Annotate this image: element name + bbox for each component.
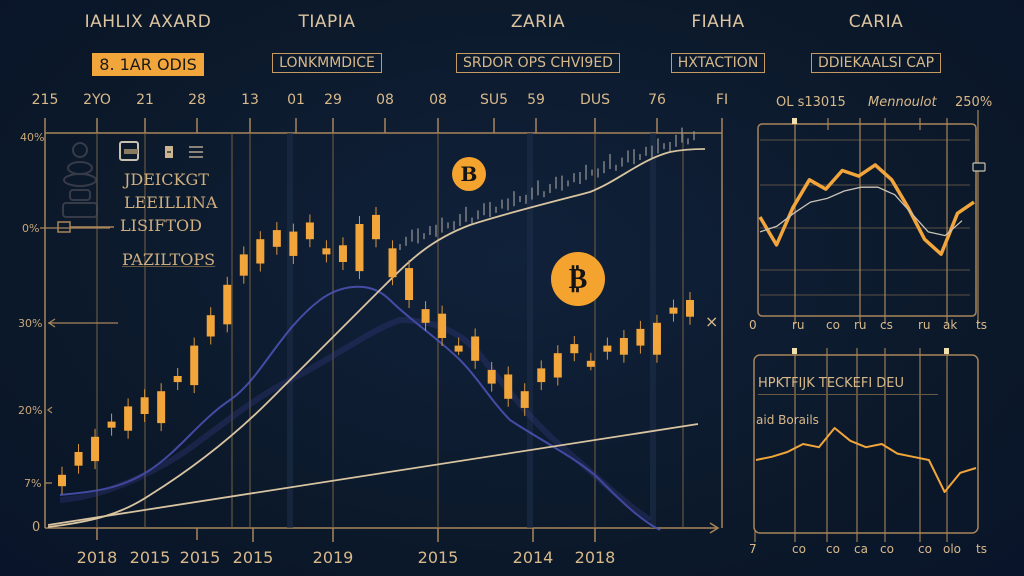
bottom-tick-label: 2015 xyxy=(129,548,171,567)
y-label-0: 0 xyxy=(32,520,41,535)
top-tick-label: 13 xyxy=(241,92,259,108)
right-bottom-x-tick: 7 xyxy=(749,542,757,556)
header-tab-button[interactable]: HXTACTION xyxy=(670,53,766,73)
right-panel-header-right: 250% xyxy=(955,95,993,110)
top-tick-label: 21 xyxy=(136,92,154,108)
right-top-x-tick: ru xyxy=(854,318,867,332)
bitcoin-coin-small-icon: B xyxy=(452,157,486,191)
frame-icon[interactable] xyxy=(118,140,140,162)
right-bottom-x-tick: co xyxy=(826,542,840,556)
y-label-20: 20% xyxy=(18,404,43,417)
top-tick-label: 59 xyxy=(527,92,545,108)
right-top-x-tick: 0 xyxy=(749,318,757,332)
right-top-x-tick: ru xyxy=(792,318,805,332)
header-tab-button[interactable]: 8. 1AR ODIS xyxy=(92,53,204,76)
top-tick-label: 29 xyxy=(324,92,342,108)
right-bottom-x-tick: co xyxy=(880,542,894,556)
right-top-chart[interactable] xyxy=(740,110,1024,340)
right-bottom-x-tick: ca xyxy=(854,542,868,556)
header-tab-3[interactable]: FIAHA HXTACTION xyxy=(633,12,803,73)
y-label-7: 7% xyxy=(24,477,42,490)
y-label-30: 30% xyxy=(18,317,43,330)
top-tick-label: 08 xyxy=(429,92,447,108)
tower-icon xyxy=(62,142,98,218)
header-tab-title: CARIA xyxy=(848,12,904,32)
bottom-tick-label: 2014 xyxy=(512,548,554,567)
right-top-x-tick: ts xyxy=(976,318,987,332)
header-tab-2[interactable]: ZARIA SRDOR OPS CHVI9ED xyxy=(453,12,623,73)
header-tab-4[interactable]: CARIA DDIEKAALSI CAP xyxy=(791,12,961,73)
top-tick-label: FI xyxy=(715,92,729,108)
bottom-tick-label: 2018 xyxy=(76,548,118,567)
menu-icon[interactable] xyxy=(188,145,204,159)
close-icon[interactable]: × xyxy=(705,312,719,331)
right-panel-bottom-title: HPKTFIJK TECKEFI DEU xyxy=(758,376,938,395)
sidebar-item-3[interactable]: PAZILTOPS xyxy=(122,250,216,269)
header-tab-title: IAHLIX AXARD xyxy=(84,12,212,32)
header-tab-button[interactable]: LONKMMDICE xyxy=(272,53,382,73)
right-bottom-chart[interactable] xyxy=(740,340,1024,576)
sidebar-item-0[interactable]: JDEICKGT xyxy=(124,170,209,189)
header-tab-title: TIAPIA xyxy=(298,12,356,32)
bottom-tick-label: 2018 xyxy=(574,548,616,567)
header-tab-button[interactable]: DDIEKAALSI CAP xyxy=(810,53,942,73)
right-top-x-tick: co xyxy=(826,318,840,332)
header-tab-button[interactable]: SRDOR OPS CHVI9ED xyxy=(456,53,620,73)
right-panel-header-mid: Mennoulot xyxy=(868,95,937,110)
top-tick-label: 215 xyxy=(31,92,59,108)
right-bottom-x-tick: ts xyxy=(976,542,987,556)
top-tick-label: 76 xyxy=(648,92,666,108)
sidebar-item-2[interactable]: LISIFTOD xyxy=(120,216,202,235)
right-bottom-x-tick: co xyxy=(792,542,806,556)
bottom-tick-label: 2015 xyxy=(417,548,459,567)
right-top-x-tick: ak xyxy=(943,318,958,332)
top-tick-label: 08 xyxy=(376,92,394,108)
badge-icon[interactable] xyxy=(164,145,174,159)
header-tab-0[interactable]: IAHLIX AXARD 8. 1AR ODIS xyxy=(63,12,233,76)
sidebar-item-1[interactable]: LEEILLINA xyxy=(124,193,218,212)
bottom-tick-label: 2019 xyxy=(312,548,354,567)
bitcoin-coin-large-icon: ₿ xyxy=(551,252,605,306)
bottom-tick-label: 2015 xyxy=(232,548,274,567)
top-tick-label: SU5 xyxy=(479,92,509,108)
right-panel-badge-icon xyxy=(972,162,986,172)
y-label-40: 40% xyxy=(20,131,45,144)
right-bottom-x-tick: co xyxy=(918,542,932,556)
right-panel-bottom-subtitle: aid Borails xyxy=(756,413,819,427)
right-bottom-x-tick: olo xyxy=(943,542,962,556)
right-top-x-tick: ru xyxy=(918,318,931,332)
header-tab-1[interactable]: TIAPIA LONKMMDICE xyxy=(242,12,412,73)
header-tab-title: ZARIA xyxy=(510,12,566,32)
bottom-tick-label: 2015 xyxy=(179,548,221,567)
header-tab-title: FIAHA xyxy=(691,12,745,32)
right-top-x-tick: cs xyxy=(880,318,893,332)
top-tick-label: 01 xyxy=(287,92,305,108)
right-panel-header-left: OL s13015 xyxy=(776,95,846,110)
top-tick-label: 2YO xyxy=(83,92,111,108)
top-tick-label: 28 xyxy=(188,92,206,108)
slider-handle-icon[interactable] xyxy=(56,220,116,234)
top-tick-label: DUS xyxy=(580,92,610,108)
y-label-0-upper: 0% xyxy=(22,222,40,235)
